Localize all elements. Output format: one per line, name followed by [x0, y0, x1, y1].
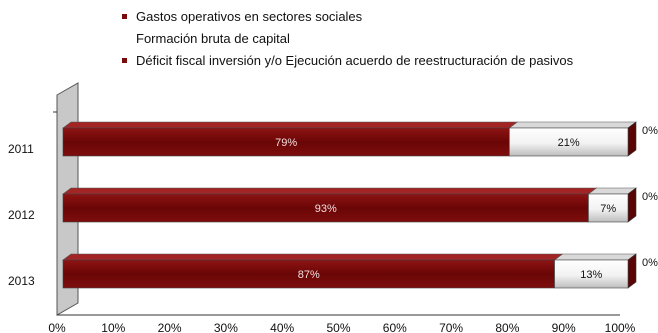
legend-swatch-gastos-operativos: [122, 14, 127, 19]
bar-top-2013-s0: [62, 253, 564, 261]
bar-side-2012: [627, 187, 637, 223]
data-label-2012-s0: 93%: [315, 203, 337, 215]
data-label-2013-s0: 87%: [298, 269, 320, 281]
bar-top-2013-s1: [553, 253, 637, 261]
legend: Gastos operativos en sectores sociales F…: [122, 6, 573, 72]
x-tick-9: 90%: [552, 321, 576, 333]
bar-2012-s1: [588, 193, 629, 223]
bar-top-2011-s1: [508, 121, 637, 129]
x-tick-3: 30%: [214, 321, 238, 333]
bar-top-2011-s0: [62, 121, 519, 129]
x-tick-6: 60%: [383, 321, 407, 333]
data-label-2012-s2: 0%: [642, 191, 658, 203]
category-label-2012: 2012: [8, 208, 35, 222]
x-tick-8: 80%: [495, 321, 519, 333]
data-label-2011-s2: 0%: [642, 125, 658, 137]
legend-item-formacion-bruta: Formación bruta de capital: [122, 28, 573, 50]
bar-side-2013: [627, 253, 637, 289]
category-labels: 2011 2012 2013: [8, 142, 35, 288]
x-tick-0: 0%: [48, 321, 66, 333]
data-label-2011-s0: 79%: [275, 137, 297, 149]
legend-item-deficit-fiscal: Déficit fiscal inversión y/o Ejecución a…: [122, 50, 573, 72]
bar-2013-s1: [554, 259, 629, 289]
bar-side-2011: [627, 121, 637, 157]
category-label-2013: 2013: [8, 274, 35, 288]
x-tick-7: 70%: [439, 321, 463, 333]
x-tick-2: 20%: [158, 321, 182, 333]
x-tick-5: 50%: [326, 321, 350, 333]
bars-group: 79% 21% 0% 93% 7% 0% 87% 13% 0%: [62, 121, 658, 289]
x-tick-labels: 0% 10% 20% 30% 40% 50% 60% 70% 80% 90% 100%: [48, 321, 635, 333]
x-tick-1: 10%: [101, 321, 125, 333]
legend-label-gastos-operativos: Gastos operativos en sectores sociales: [136, 9, 363, 24]
legend-swatch-formacion-bruta: [122, 36, 127, 41]
x-tick-10: 100%: [605, 321, 636, 333]
legend-item-gastos-operativos: Gastos operativos en sectores sociales: [122, 6, 573, 28]
x-tick-4: 40%: [270, 321, 294, 333]
category-label-2011: 2011: [8, 142, 34, 156]
data-label-2013-s1: 13%: [580, 269, 602, 281]
legend-label-deficit-fiscal: Déficit fiscal inversión y/o Ejecución a…: [136, 53, 574, 68]
bar-2013-s0: [62, 259, 555, 289]
bar-top-2012-s0: [62, 187, 598, 195]
data-label-2012-s1: 7%: [600, 203, 616, 215]
legend-swatch-deficit-fiscal: [122, 58, 127, 63]
bar-2012-s0: [62, 193, 589, 223]
data-label-2011-s1: 21%: [558, 137, 580, 149]
data-label-2013-s2: 0%: [642, 257, 658, 269]
bar-2011-s1: [509, 127, 629, 157]
bar-2011-s0: [62, 127, 510, 157]
legend-label-formacion-bruta: Formación bruta de capital: [136, 31, 290, 46]
